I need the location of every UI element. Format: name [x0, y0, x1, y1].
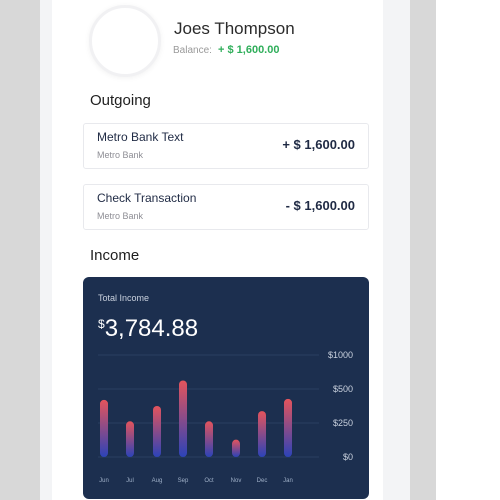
right-background-panel: [410, 0, 436, 500]
profile-name: Joes Thompson: [174, 19, 295, 38]
balance-label: Balance:: [173, 45, 212, 56]
total-income-value: $3,784.88: [98, 315, 198, 343]
left-edge: [40, 0, 52, 500]
transaction-amount: + $ 1,600.00: [282, 137, 355, 152]
income-title: Income: [90, 247, 140, 264]
income-bar[interactable]: [284, 398, 292, 457]
y-tick-label: $250: [333, 418, 353, 428]
x-tick-label: Jun: [99, 478, 109, 484]
x-tick-label: Jan: [283, 478, 293, 484]
transaction-card[interactable]: Metro Bank Text Metro Bank + $ 1,600.00: [83, 123, 369, 169]
total-income-amount: 3,784.88: [104, 315, 199, 342]
x-tick-label: Oct: [204, 478, 214, 484]
income-bar[interactable]: [153, 406, 161, 457]
income-bar[interactable]: [205, 421, 213, 457]
transaction-title: Check Transaction: [97, 191, 197, 205]
x-tick-label: Dec: [257, 478, 268, 484]
y-tick-label: $0: [343, 452, 353, 462]
transaction-subtitle: Metro Bank: [97, 150, 144, 160]
transaction-title: Metro Bank Text: [97, 130, 184, 144]
income-bar[interactable]: [258, 411, 266, 457]
transaction-amount: - $ 1,600.00: [285, 198, 355, 213]
balance-value: + $ 1,600.00: [218, 44, 280, 56]
currency-symbol: $: [98, 317, 105, 331]
transaction-subtitle: Metro Bank: [97, 211, 144, 221]
avatar[interactable]: [89, 5, 161, 77]
income-bar[interactable]: [179, 380, 187, 458]
y-tick-label: $500: [333, 384, 353, 394]
income-bar[interactable]: [100, 399, 108, 457]
y-tick-label: $1000: [328, 350, 353, 360]
income-card: Total Income $3,784.88 $1000 $500 $250 $0 J…: [83, 277, 369, 499]
income-bar[interactable]: [126, 421, 134, 457]
income-bar-chart: $1000 $500 $250 $0 Jun Jul Aug Sep Oct Nov Dec Jan: [98, 350, 353, 484]
x-tick-label: Sep: [178, 478, 189, 484]
right-edge: [383, 0, 410, 500]
x-tick-label: Jul: [126, 478, 134, 484]
outgoing-title: Outgoing: [90, 92, 151, 109]
transaction-card[interactable]: Check Transaction Metro Bank - $ 1,600.0…: [83, 184, 369, 230]
x-tick-label: Nov: [231, 478, 242, 484]
x-tick-label: Aug: [152, 478, 163, 484]
left-background-panel: [0, 0, 40, 500]
total-income-label: Total Income: [98, 293, 150, 303]
income-bar[interactable]: [232, 439, 240, 457]
